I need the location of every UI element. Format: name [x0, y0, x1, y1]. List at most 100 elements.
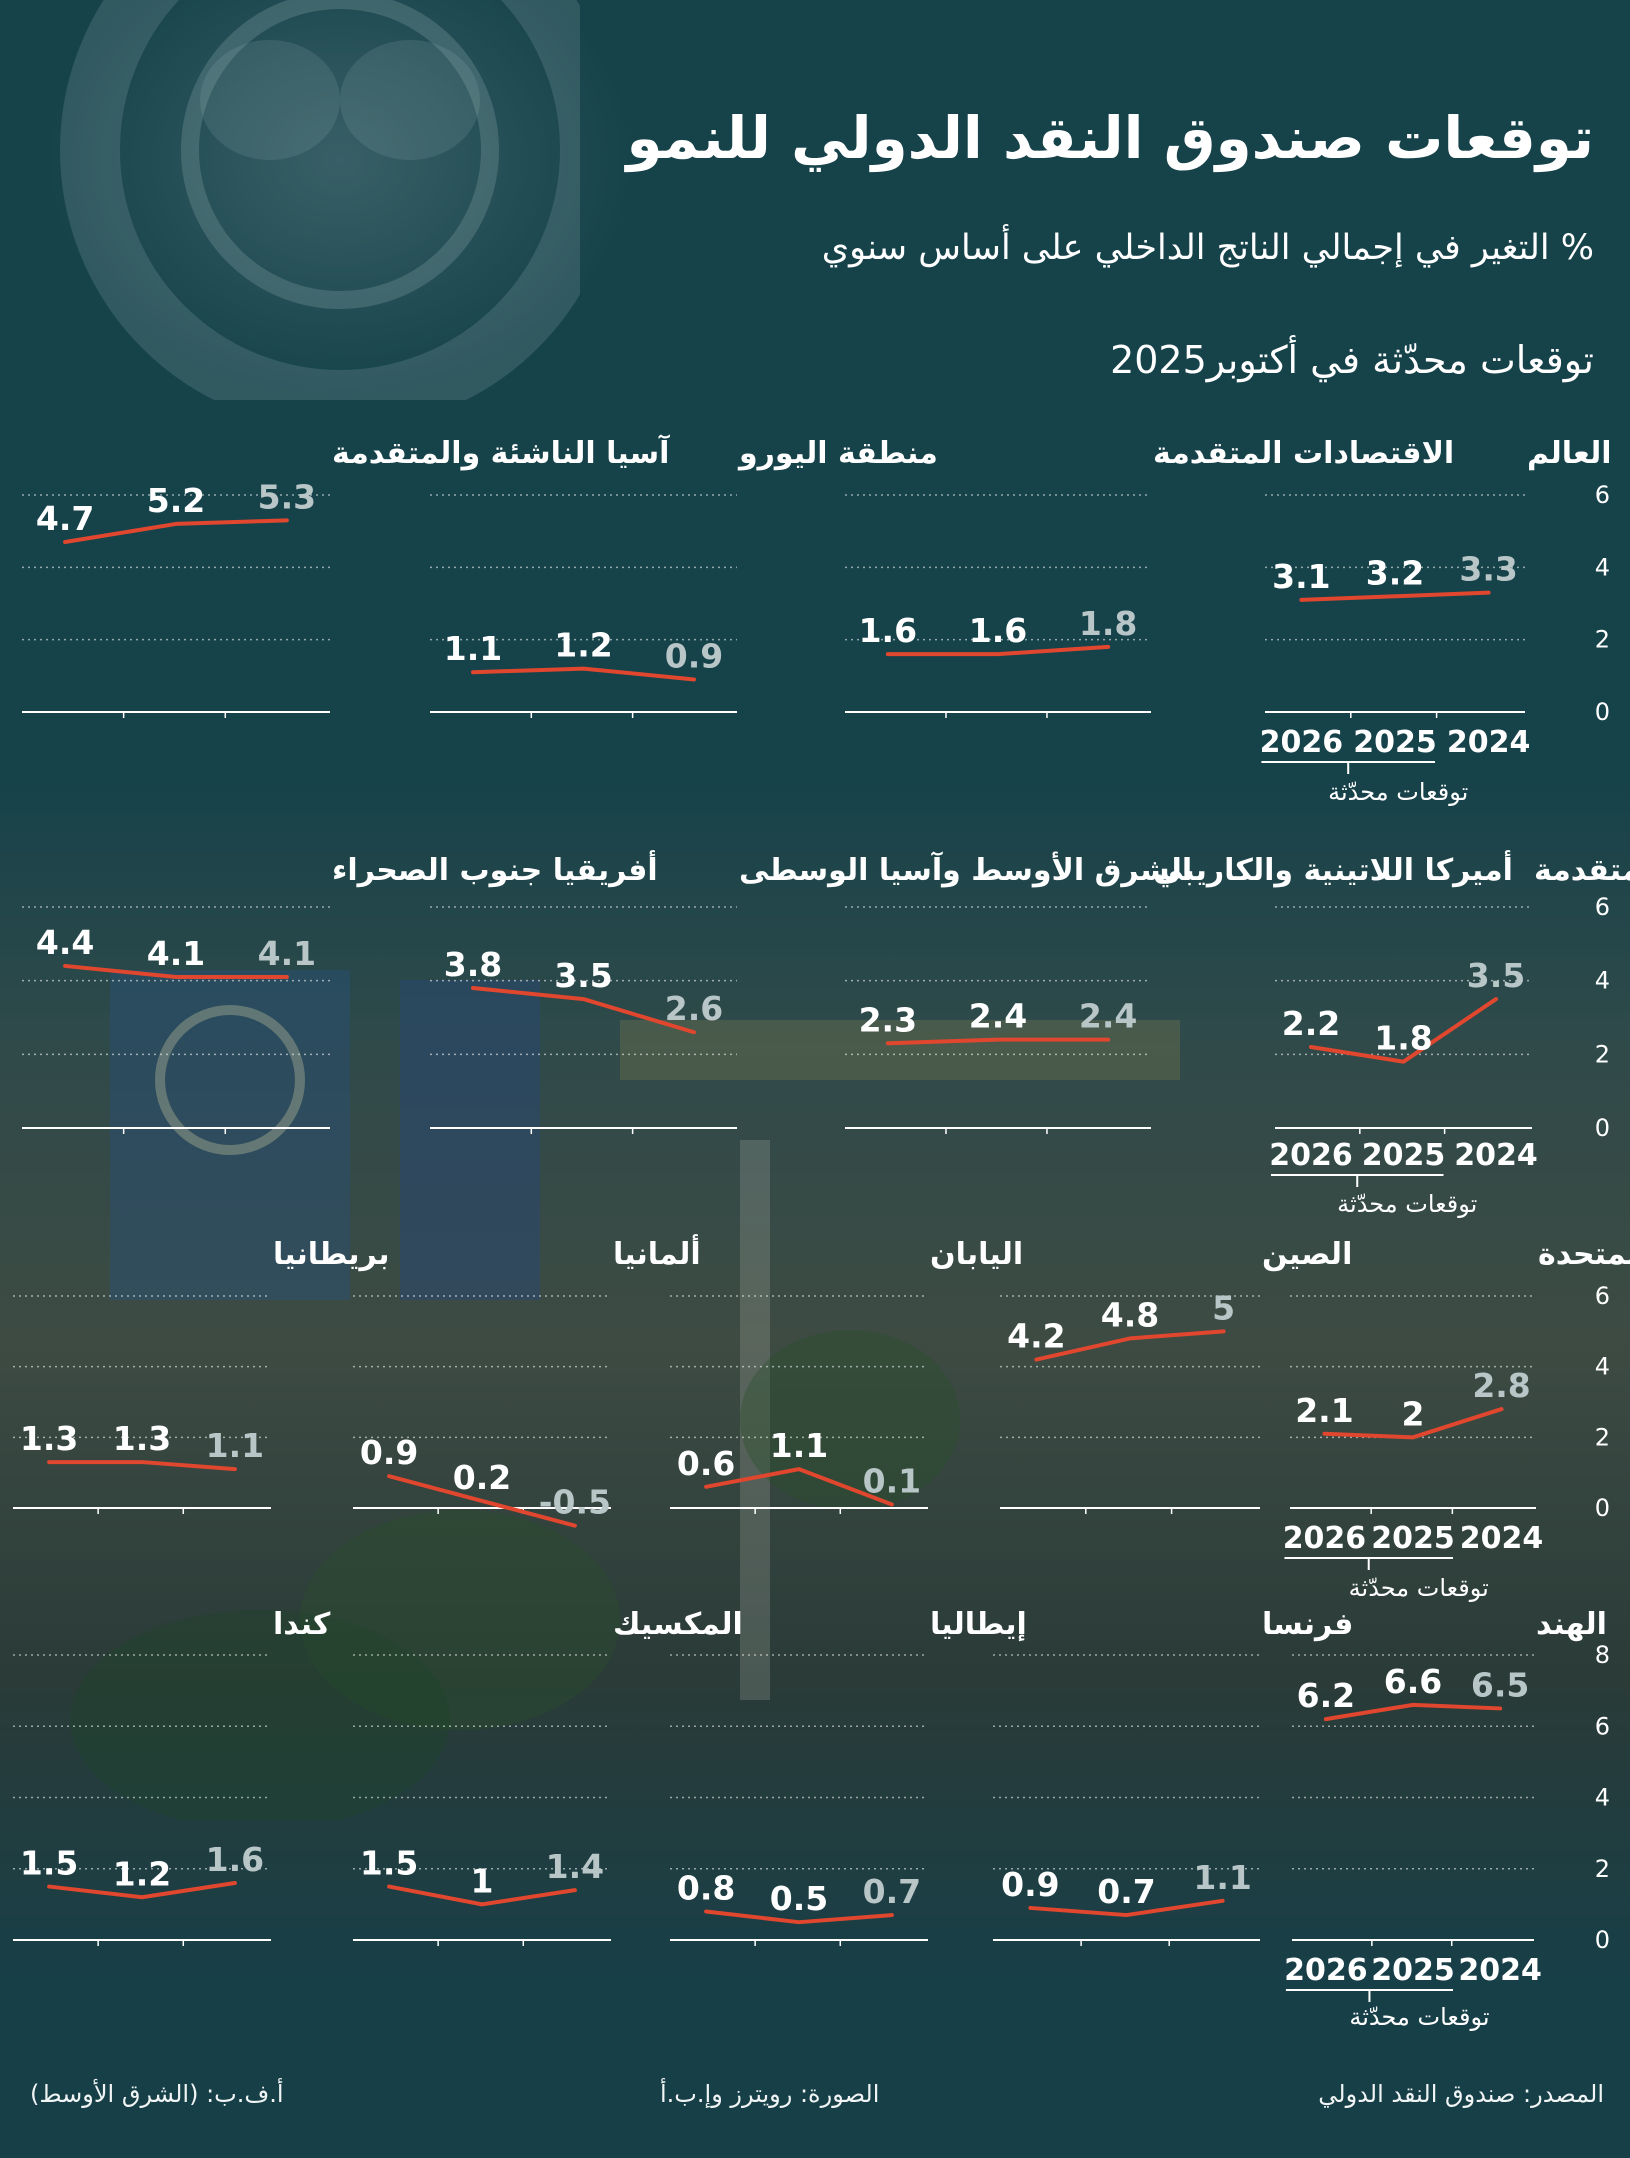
data-label: -0.5: [539, 1483, 611, 1522]
data-label: 3.3: [1459, 550, 1517, 589]
panel-title: اليابان: [930, 1237, 1023, 1272]
data-label: 2.2: [1282, 1004, 1340, 1043]
data-label: 1.1: [444, 629, 502, 668]
chart-panel-18: كندا 1.6 1.2 1.5: [13, 1607, 331, 1946]
panel-title: الاقتصادات المتقدمة: [1153, 436, 1454, 471]
panel-title: الشرق الأوسط وآسيا الوسطى: [739, 851, 1192, 888]
data-label: 2.4: [969, 997, 1027, 1036]
x-tick-label: 2026: [1283, 1521, 1367, 1556]
y-tick-label: 0: [1595, 1926, 1610, 1954]
y-tick-label: 0: [1595, 698, 1610, 726]
x-tick-label: 2025: [1353, 725, 1437, 760]
data-label: 1.2: [113, 1854, 171, 1893]
series-line: [387, 1884, 577, 1907]
chart-panel-13: بريطانيا 1.1 1.3 1.3: [13, 1237, 389, 1514]
chart-panel-5: أوروبا الناشئة والمتقدمة 3.5 1.8 2.2 0 2 4 6 202…: [1269, 850, 1630, 1218]
agency-credit: أ.ف.ب: (الشرق الأوسط): [30, 2080, 284, 2108]
panel-title: العالم: [1527, 436, 1612, 471]
data-label: 1: [471, 1861, 494, 1900]
x-tick-label: 2024: [1447, 725, 1531, 760]
page-subtitle: % التغير في إجمالي الناتج الداخلي على أس…: [821, 228, 1594, 268]
data-label: 5.3: [258, 477, 316, 516]
data-label: 3.5: [1467, 956, 1525, 995]
series-line: [885, 644, 1111, 657]
series-line: [63, 963, 289, 979]
panel-title: أميركا اللاتينية والكاريبي: [1153, 850, 1513, 888]
data-label: 1.6: [969, 611, 1027, 650]
chart-panel-15: فرنسا 1.1 0.7 0.9: [993, 1607, 1353, 1946]
data-label: 1.3: [20, 1419, 78, 1458]
data-label: 2.8: [1472, 1366, 1530, 1405]
y-tick-label: 6: [1595, 481, 1610, 509]
panel-title: إيطاليا: [930, 1607, 1027, 1642]
data-label: 0.1: [863, 1461, 921, 1500]
data-label: 0.9: [1001, 1865, 1059, 1904]
x-tick-label: 2026: [1284, 1953, 1368, 1988]
y-tick-label: 0: [1595, 1494, 1610, 1522]
panel-title: المكسيك: [613, 1607, 743, 1642]
y-tick-label: 4: [1595, 553, 1610, 581]
data-label: 2.1: [1295, 1391, 1353, 1430]
series-line: [885, 1037, 1111, 1046]
data-label: 4.7: [36, 499, 94, 538]
chart-panel-17: المكسيك 1.4 1 1.5: [353, 1607, 743, 1946]
x-tick-label: 2024: [1460, 1521, 1544, 1556]
series-line: [1034, 1329, 1226, 1362]
y-tick-label: 6: [1595, 893, 1610, 921]
source-note: المصدر: صندوق النقد الدولي: [1318, 2080, 1604, 2108]
forecast-bracket: [1270, 1174, 1444, 1187]
forecast-bracket: [1285, 1989, 1453, 2002]
panel-title: كندا: [273, 1607, 331, 1642]
x-tick-label: 2025: [1362, 1138, 1446, 1173]
data-label: 0.7: [863, 1872, 921, 1911]
chart-panel-7: الشرق الأوسط وآسيا الوسطى 2.6 3.5 3.8: [430, 851, 1192, 1134]
y-tick-label: 4: [1595, 967, 1610, 995]
data-label: 4.1: [258, 934, 316, 973]
data-label: 3.8: [444, 945, 502, 984]
chart-panel-10: الصين 5 4.8 4.2: [1000, 1237, 1352, 1514]
y-tick-label: 0: [1595, 1114, 1610, 1142]
y-tick-label: 2: [1595, 1855, 1610, 1883]
y-tick-label: 2: [1595, 1040, 1610, 1068]
data-label: 4.1: [147, 934, 205, 973]
series-line: [1299, 590, 1491, 602]
data-label: 6.5: [1471, 1665, 1529, 1704]
data-label: 1.6: [206, 1840, 264, 1879]
series-line: [47, 1881, 237, 1900]
chart-panel-6: أميركا اللاتينية والكاريبي 2.4 2.4 2.3: [845, 850, 1513, 1134]
data-label: 2.4: [1079, 997, 1137, 1036]
data-label: 4.4: [36, 923, 94, 962]
x-tick-label: 2024: [1458, 1953, 1542, 1988]
panel-title: الولايات المتحدة: [1538, 1237, 1630, 1272]
panel-title: الهند: [1536, 1607, 1607, 1642]
series-line: [470, 986, 697, 1035]
forecast-legend-label: توقعات محدّثة: [1328, 778, 1468, 806]
y-tick-label: 6: [1595, 1282, 1610, 1310]
x-tick-label: 2025: [1371, 1521, 1455, 1556]
x-tick-label: 2024: [1454, 1138, 1538, 1173]
panel-title: آسيا الناشئة والمتقدمة: [332, 434, 670, 471]
data-label: 0.5: [770, 1879, 828, 1918]
data-label: 0.9: [360, 1433, 418, 1472]
data-label: 1.2: [554, 626, 612, 665]
series-line: [387, 1474, 577, 1528]
y-tick-label: 4: [1595, 1353, 1610, 1381]
chart-panel-3: منطقة اليورو 0.9 1.2 1.1: [430, 436, 938, 718]
y-tick-label: 2: [1595, 626, 1610, 654]
series-line: [1322, 1407, 1504, 1440]
data-label: 5.2: [147, 481, 205, 520]
series-line: [470, 666, 697, 682]
y-tick-label: 8: [1595, 1641, 1610, 1669]
forecast-legend-label: توقعات محدّثة: [1349, 2003, 1489, 2031]
chart-panel-2: الاقتصادات المتقدمة 1.8 1.6 1.6: [845, 436, 1454, 718]
data-label: 2.3: [859, 1000, 917, 1039]
data-label: 1.8: [1079, 604, 1137, 643]
series-line: [1323, 1702, 1503, 1722]
data-label: 1.5: [20, 1844, 78, 1883]
series-line: [63, 518, 289, 545]
chart-panel-8: أفريقيا جنوب الصحراء 4.1 4.1 4.4: [22, 850, 658, 1134]
panel-title: أوروبا الناشئة والمتقدمة: [1534, 850, 1630, 888]
